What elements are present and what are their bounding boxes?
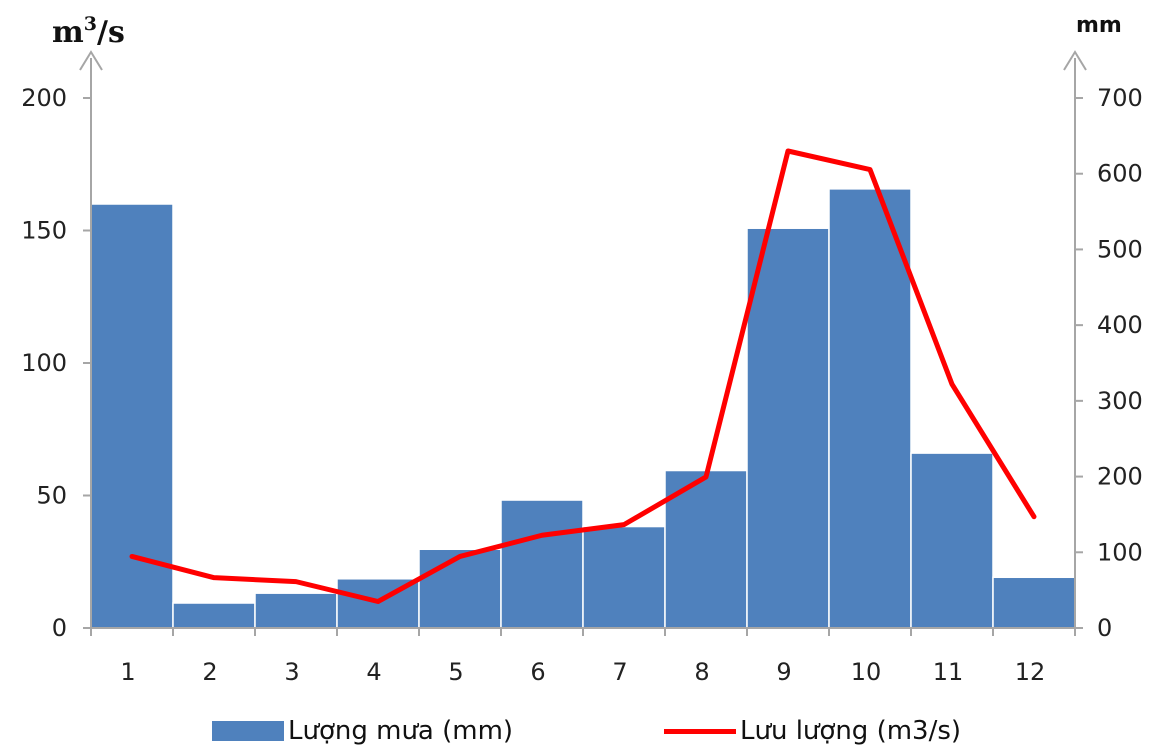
legend-swatch-flow	[664, 728, 736, 734]
legend-item-rainfall: Lượng mưa (mm)	[212, 716, 513, 746]
right-axis-tick-label: 200	[1097, 463, 1143, 491]
x-axis-tick-label: 8	[694, 658, 709, 686]
left-axis-arrow-icon	[79, 50, 103, 71]
x-axis-tick-label: 2	[202, 658, 217, 686]
right-axis-arrow-icon	[1063, 50, 1087, 71]
left-axis-tick-label: 0	[52, 614, 67, 642]
left-axis-tick-label: 50	[36, 482, 67, 510]
x-axis-tick-label: 9	[776, 658, 791, 686]
bar-10	[828, 188, 912, 629]
bar-9	[746, 227, 830, 629]
bar-12	[992, 576, 1076, 629]
bar-2	[172, 602, 256, 629]
legend-swatch-rainfall	[212, 721, 284, 741]
bar-series-rainfall	[90, 188, 1076, 629]
left-axis-tick-label: 200	[21, 84, 67, 112]
right-axis-tick-label: 700	[1097, 84, 1143, 112]
right-axis-tick-label: 100	[1097, 538, 1143, 566]
x-axis-tick-label: 12	[1015, 658, 1046, 686]
legend: Lượng mưa (mm) Lưu lượng (m3/s)	[0, 716, 1162, 752]
x-axis-tick-label: 10	[851, 658, 882, 686]
right-axis-tick-label: 600	[1097, 160, 1143, 188]
x-axis-tick-label: 3	[284, 658, 299, 686]
bar-11	[910, 452, 994, 629]
left-axis-unit: m3/s	[52, 13, 125, 50]
legend-label-flow: Lưu lượng (m3/s)	[740, 716, 962, 746]
line-series-flow	[129, 148, 1037, 604]
right-axis-tick-label: 400	[1097, 311, 1143, 339]
x-axis-tick-label: 11	[933, 658, 964, 686]
bar-3	[254, 592, 338, 629]
right-axis-tick-label: 500	[1097, 235, 1143, 263]
unit-tail: /s	[97, 15, 125, 50]
bar-5	[418, 548, 502, 629]
bar-6	[500, 499, 584, 629]
bar-7	[582, 525, 666, 629]
x-axis-tick-label: 4	[366, 658, 381, 686]
legend-item-flow: Lưu lượng (m3/s)	[664, 716, 961, 746]
right-axis-tick-label: 0	[1097, 614, 1112, 642]
right-axis-unit: mm	[1076, 13, 1122, 38]
right-axis-tick-label: 300	[1097, 387, 1143, 415]
unit-superscript: 3	[84, 13, 97, 35]
x-axis-tick-label: 7	[612, 658, 627, 686]
x-axis-tick-label: 6	[530, 658, 545, 686]
left-axis-tick-label: 100	[21, 349, 67, 377]
legend-label-rainfall: Lượng mưa (mm)	[288, 716, 514, 746]
axes	[79, 50, 1087, 636]
left-axis-tick-label: 150	[21, 217, 67, 245]
x-axis-tick-label: 5	[448, 658, 463, 686]
x-axis-tick-label: 1	[120, 658, 135, 686]
